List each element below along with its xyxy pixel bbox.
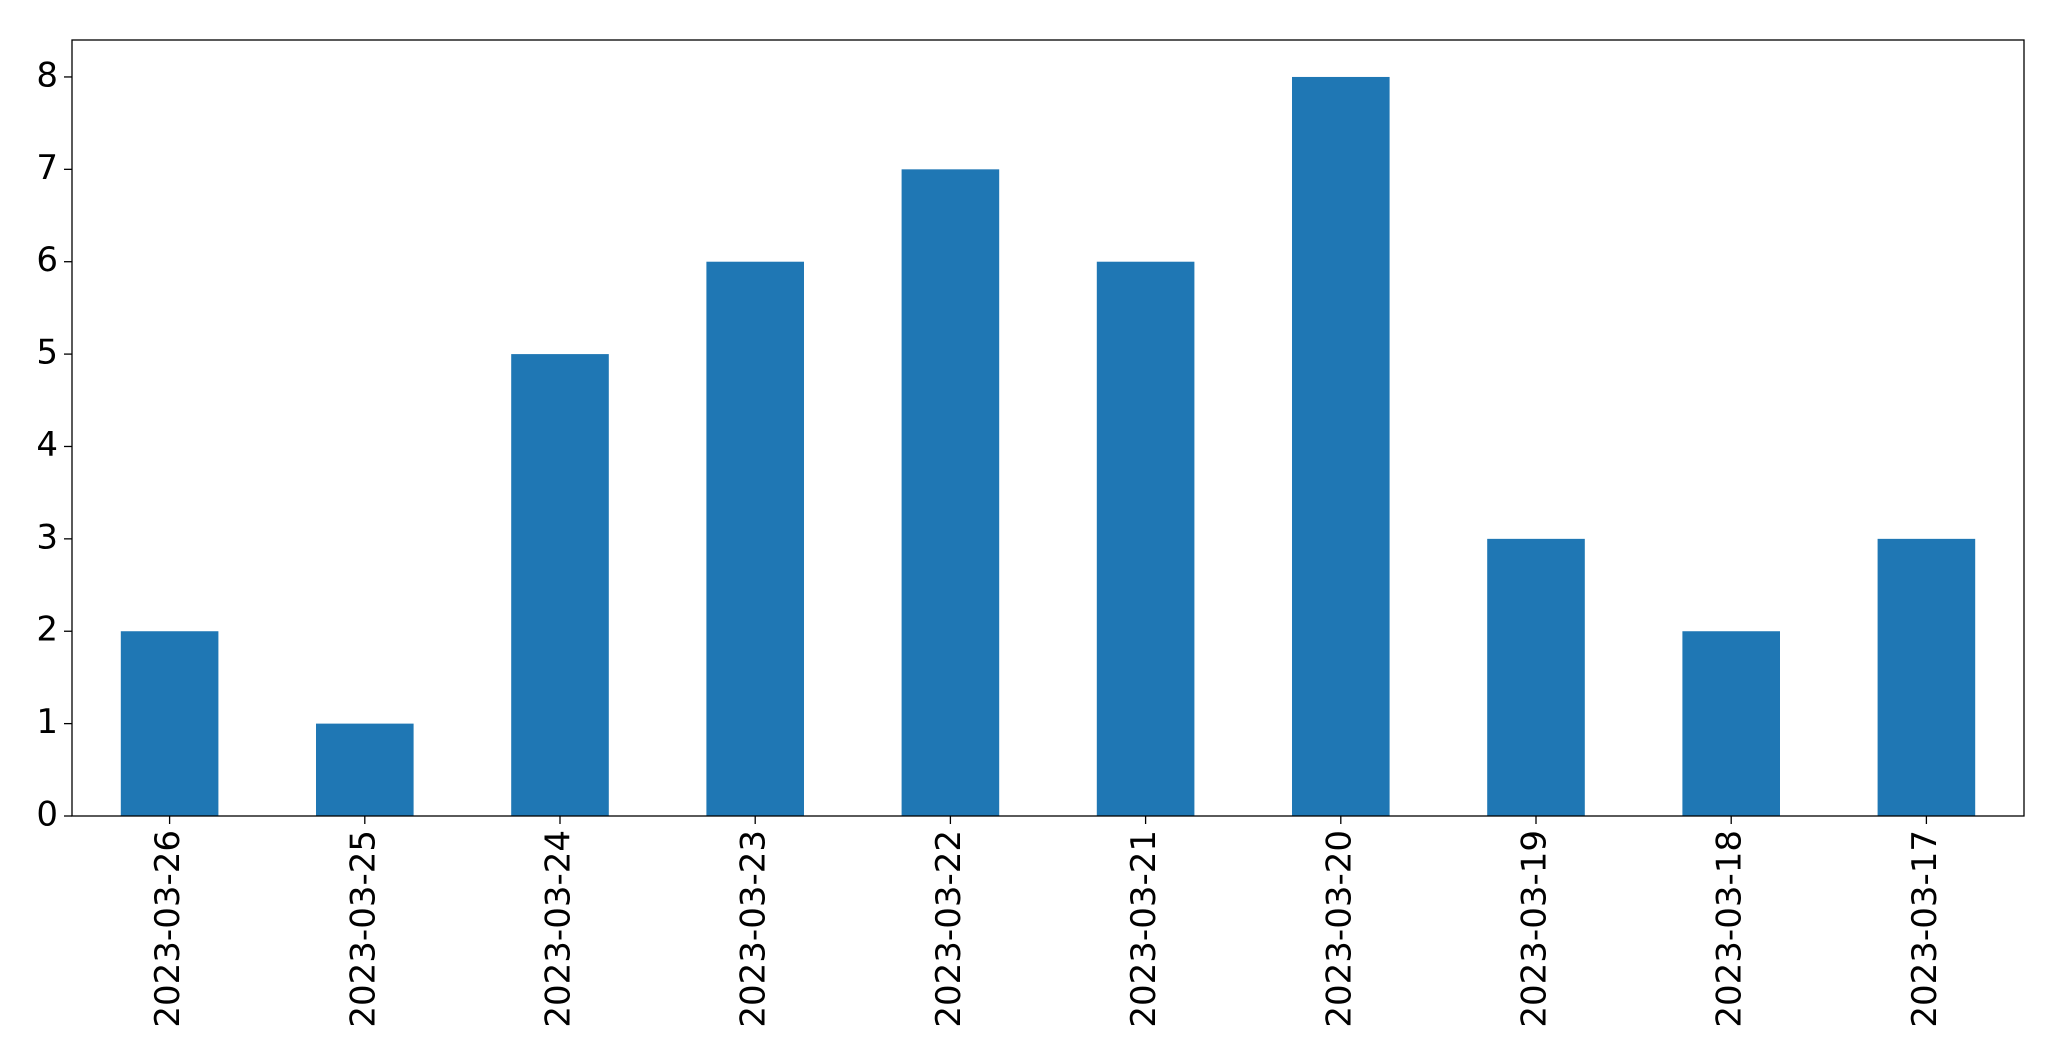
x-tick-label: 2023-03-25	[343, 830, 383, 1028]
y-tick-label: 6	[36, 240, 58, 280]
x-tick-label: 2023-03-20	[1319, 830, 1359, 1028]
x-tick-label: 2023-03-23	[734, 830, 774, 1028]
x-tick-label: 2023-03-21	[1124, 830, 1164, 1028]
y-tick-label: 5	[36, 333, 58, 373]
y-tick-label: 1	[36, 702, 58, 742]
bar	[1877, 538, 1976, 816]
y-tick-label: 8	[36, 55, 58, 95]
x-tick-label: 2023-03-17	[1905, 830, 1945, 1028]
x-tick-label: 2023-03-24	[539, 830, 579, 1028]
bar	[1682, 631, 1780, 816]
bar	[1487, 538, 1585, 816]
y-tick-label: 3	[36, 517, 58, 557]
axes-frame	[71, 39, 2025, 817]
x-tick-label: 2023-03-26	[148, 830, 188, 1028]
y-tick-label: 2	[36, 610, 58, 650]
y-tick-label: 0	[36, 795, 58, 835]
y-tick-label: 7	[36, 148, 58, 188]
x-tick-label: 2023-03-22	[929, 830, 969, 1028]
x-tick-label: 2023-03-18	[1710, 830, 1750, 1028]
bar	[511, 354, 609, 816]
bar	[120, 631, 219, 816]
bar	[706, 261, 804, 816]
bar	[901, 169, 1000, 817]
bar	[316, 723, 414, 816]
bar	[1292, 76, 1390, 816]
y-tick-label: 4	[36, 425, 58, 465]
bar	[1096, 261, 1195, 816]
x-tick-label: 2023-03-19	[1515, 830, 1555, 1028]
